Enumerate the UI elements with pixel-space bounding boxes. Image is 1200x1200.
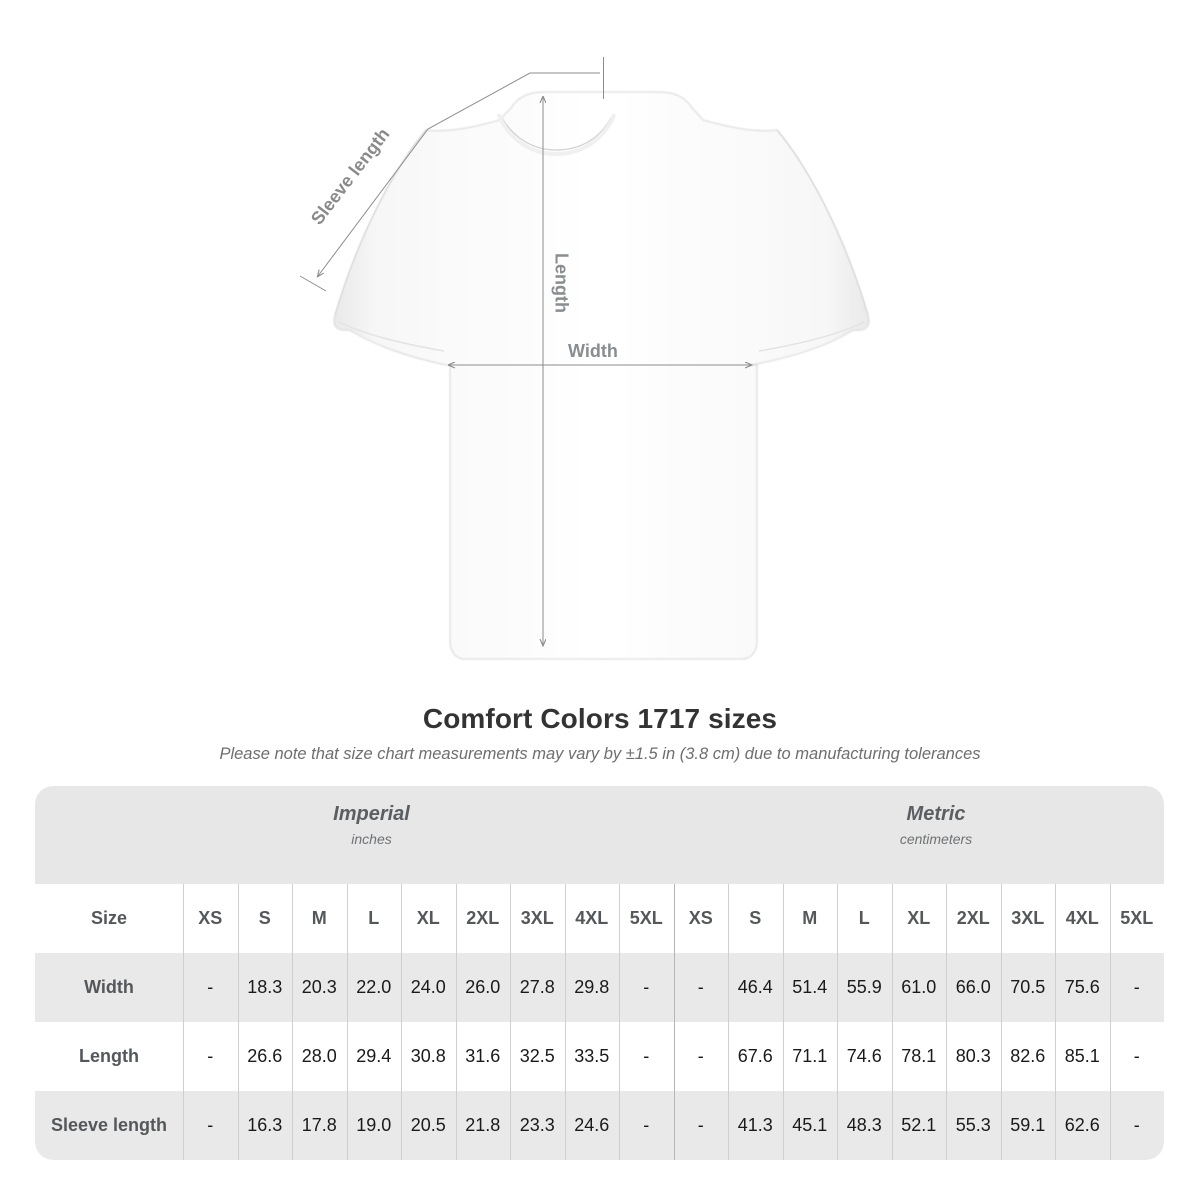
svg-text:Length: Length [551,253,571,313]
svg-text:Width: Width [568,341,618,361]
svg-text:Sleeve length: Sleeve length [307,124,394,228]
